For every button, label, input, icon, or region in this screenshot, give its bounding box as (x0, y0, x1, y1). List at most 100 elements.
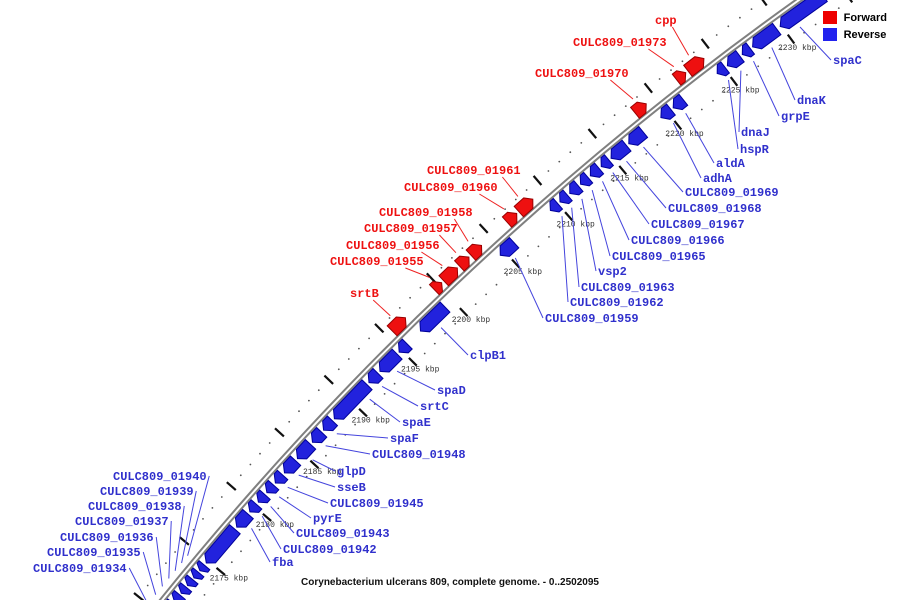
label-pointer-line (336, 433, 389, 439)
gene-feature-reverse (273, 469, 289, 484)
gene-feature-reverse (600, 154, 615, 169)
label-pointer-line (142, 551, 157, 595)
gene-feature-reverse (549, 197, 564, 213)
gene-feature-forward (671, 70, 687, 86)
gene-feature-reverse (378, 348, 403, 373)
minor-tick-dot (580, 207, 582, 210)
minor-tick-dot (715, 34, 718, 36)
gene-label: sseB (337, 481, 366, 495)
minor-tick-dot (514, 198, 517, 201)
minor-tick-dot (645, 153, 648, 155)
minor-tick-dot (259, 452, 261, 455)
scale-tick-label: 2220 kbp (665, 130, 704, 139)
gene-label: CULC809_01970 (535, 67, 629, 81)
gene-label: CULC809_01935 (47, 546, 141, 560)
gene-label: glpD (337, 465, 366, 479)
major-tick-dash (274, 427, 285, 438)
minor-tick-dot (286, 496, 289, 499)
label-pointer-line (799, 26, 832, 61)
minor-tick-dot (347, 358, 350, 360)
major-tick-dash (786, 33, 796, 45)
label-pointer-line (591, 189, 611, 257)
major-tick-dash (133, 592, 144, 600)
minor-tick-dot (461, 247, 464, 250)
major-tick-dash (511, 258, 521, 269)
gene-feature-reverse (204, 523, 241, 564)
minor-tick-dot (723, 91, 726, 93)
gene-feature-forward (513, 197, 534, 218)
gene-label: CULC809_01948 (372, 448, 466, 462)
label-pointer-line (381, 385, 419, 407)
gene-feature-reverse (672, 93, 689, 111)
minor-tick-dot (298, 410, 300, 413)
minor-tick-dot (547, 170, 550, 172)
minor-tick-dot (667, 135, 670, 137)
label-pointer-line (771, 47, 796, 101)
gene-label: CULC809_01963 (581, 281, 675, 295)
gene-feature-reverse (322, 415, 339, 432)
gene-label: CULC809_01939 (100, 485, 194, 499)
major-tick-dash (459, 307, 469, 317)
forward-color-swatch (822, 11, 837, 24)
minor-tick-dot (670, 69, 672, 71)
minor-tick-dot (495, 283, 498, 286)
label-pointer-line (251, 528, 271, 563)
minor-tick-dot (485, 293, 487, 296)
label-pointer-line (155, 536, 163, 587)
genome-backbone-inner-line (163, 0, 805, 600)
gene-feature-reverse (264, 479, 280, 494)
gene-feature-reverse (628, 125, 649, 146)
gene-label: srtC (420, 400, 449, 414)
minor-tick-dot (202, 518, 204, 520)
label-pointer-line (312, 459, 336, 472)
gene-label: srtB (350, 287, 379, 301)
gene-label: pyrE (313, 512, 342, 526)
legend-row-reverse: Reverse (822, 26, 887, 43)
gene-label: dnaJ (741, 126, 770, 140)
major-tick-dash (700, 38, 710, 50)
minor-tick-dot (388, 317, 391, 319)
gene-feature-reverse (716, 61, 731, 77)
gene-label: spaE (402, 416, 431, 430)
minor-tick-dot (757, 65, 760, 68)
gene-feature-forward (428, 280, 444, 296)
legend-row-forward: Forward (822, 9, 887, 26)
gene-feature-reverse (184, 574, 199, 588)
minor-tick-dot (220, 496, 223, 498)
gene-label: spaD (437, 384, 466, 398)
minor-tick-dot (636, 96, 638, 98)
minor-tick-dot (211, 507, 214, 509)
major-tick-dash (358, 408, 368, 418)
scale-tick-label: 2205 kbp (504, 268, 543, 277)
major-tick-dash (262, 512, 272, 522)
minor-tick-dot (548, 236, 550, 238)
gene-label: spaF (390, 432, 419, 446)
major-tick-dash (532, 175, 543, 186)
minor-tick-dot (230, 561, 233, 564)
gene-label: CULC809_01965 (612, 250, 706, 264)
minor-tick-dot (165, 562, 167, 564)
minor-tick-dot (419, 286, 422, 289)
label-pointer-line (181, 490, 197, 564)
gene-feature-reverse (419, 301, 451, 333)
minor-tick-dot (750, 8, 753, 11)
label-pointer-line (643, 146, 684, 193)
gene-label: CULC809_01942 (283, 543, 377, 557)
major-tick-dash (226, 481, 237, 491)
gene-feature-forward (465, 243, 483, 262)
gene-feature-reverse (247, 499, 263, 513)
minor-tick-dot (393, 382, 396, 385)
minor-tick-dot (268, 442, 271, 444)
gene-feature-reverse (178, 582, 193, 595)
scale-tick-label: 2185 kbp (303, 468, 342, 477)
label-pointer-line (738, 70, 742, 133)
minor-tick-dot (613, 114, 616, 117)
label-pointer-line (672, 122, 702, 179)
gene-label: CULC809_01968 (668, 202, 762, 216)
scale-tick-label: 2230 kbp (778, 44, 817, 53)
major-tick-dash (729, 76, 739, 87)
gene-label: grpE (781, 110, 810, 124)
gene-label: CULC809_01956 (346, 239, 440, 253)
label-pointer-line (648, 48, 675, 68)
